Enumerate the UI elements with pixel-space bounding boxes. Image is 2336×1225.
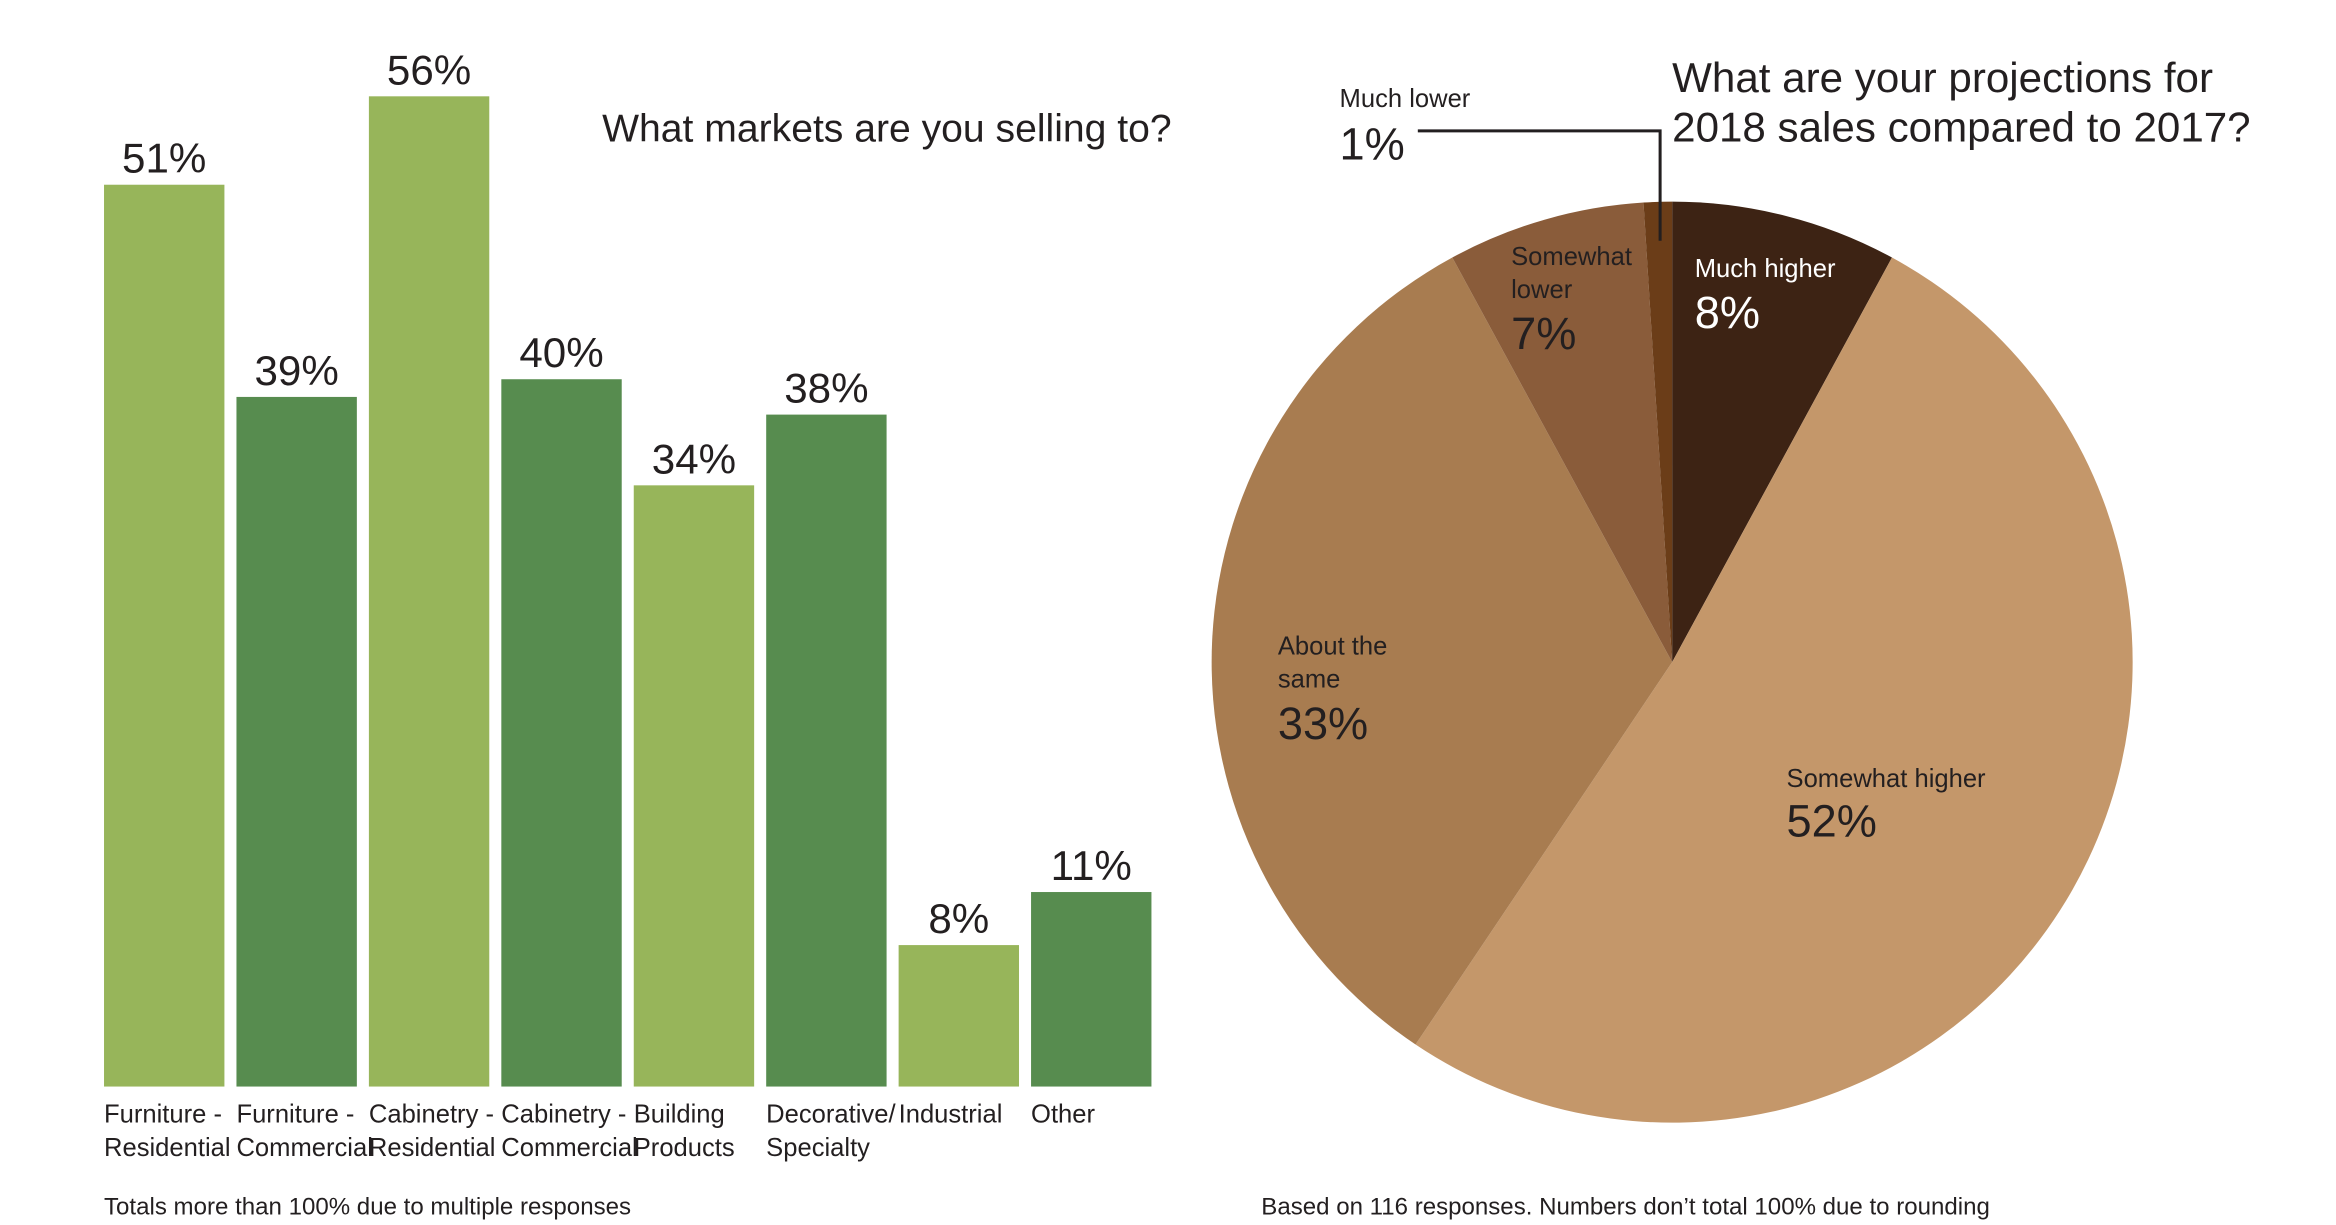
- bar: [501, 379, 622, 1087]
- value-label: 34%: [652, 435, 736, 482]
- slice-label: Much higher: [1695, 255, 1836, 283]
- value-label: 40%: [519, 329, 603, 376]
- pie-slice: [1452, 202, 1673, 663]
- category-label: Decorative/Specialty: [766, 1101, 896, 1162]
- pie-slice: [1415, 257, 2133, 1123]
- category-label: Furniture -Residential: [104, 1101, 231, 1162]
- value-label: 56%: [387, 46, 471, 93]
- bar: [1031, 892, 1152, 1087]
- category-label: Cabinetry -Commercial: [501, 1101, 637, 1162]
- category-label: Industrial: [899, 1101, 1003, 1129]
- category-label: Cabinetry -Residential: [369, 1101, 496, 1162]
- slice-label: Much lower: [1340, 85, 1471, 113]
- bar: [368, 96, 490, 1087]
- value-label: 51%: [122, 135, 206, 182]
- slice-label: About the same: [1278, 633, 1388, 694]
- value-label: 39%: [254, 347, 338, 394]
- bar: [104, 184, 225, 1087]
- pie-title: What are your projections for 2018 sales …: [1672, 54, 2250, 151]
- slice-value: 8%: [1695, 287, 1760, 338]
- bar: [766, 414, 887, 1087]
- bar-title: What markets are you selling to?: [602, 107, 1172, 150]
- pie-slice: [1672, 201, 1892, 663]
- slice-value: 52%: [1787, 796, 1877, 847]
- bar: [236, 396, 357, 1087]
- category-label: Building Products: [634, 1101, 735, 1162]
- category-label: Furniture -Commercial: [236, 1101, 372, 1162]
- value-label: 8%: [928, 895, 989, 942]
- pie-slice: [1211, 257, 1673, 1045]
- bar-note: Totals more than 100% due to multiple re…: [104, 1193, 631, 1220]
- bar: [633, 485, 755, 1087]
- slice-label: Somewhat lower: [1511, 243, 1632, 304]
- slice-label: Somewhat higher: [1787, 765, 1987, 793]
- category-label: Other: [1031, 1101, 1095, 1129]
- pie-note: Based on 116 responses. Numbers don’t to…: [1261, 1193, 1990, 1220]
- slice-value: 1%: [1340, 119, 1405, 170]
- slice-value: 7%: [1511, 308, 1576, 359]
- leader-line: [1417, 129, 1662, 241]
- value-label: 38%: [784, 365, 868, 412]
- slice-value: 33%: [1278, 698, 1368, 749]
- pie-slice: [1643, 201, 1673, 663]
- value-label: 11%: [1051, 842, 1132, 889]
- bar: [898, 945, 1020, 1087]
